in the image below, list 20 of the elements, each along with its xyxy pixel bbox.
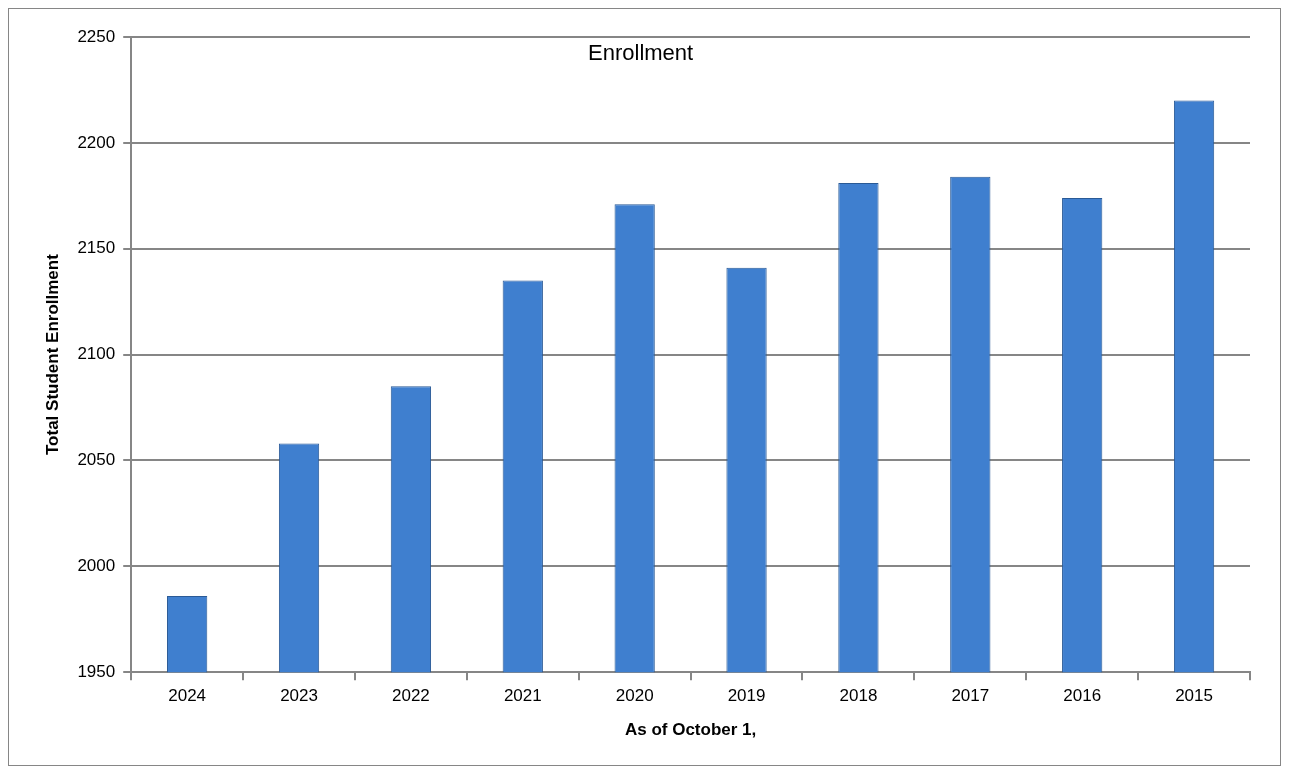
y-tick-label: 2250 [77, 26, 116, 46]
x-tick-label: 2022 [392, 686, 430, 706]
x-tick-label: 2016 [1063, 686, 1102, 706]
x-tick-label: 2023 [280, 686, 318, 706]
chart-title: Enrollment [588, 40, 694, 66]
x-tick-label: 2020 [615, 686, 654, 706]
y-tick-label: 2050 [77, 450, 116, 470]
y-tick-label: 2100 [77, 344, 116, 364]
x-tick-label: 2017 [951, 686, 990, 706]
y-tick-label: 2150 [77, 238, 116, 258]
y-tick-label: 1950 [77, 661, 116, 681]
x-tick-label: 2024 [168, 686, 207, 706]
x-tick-label: 2015 [1175, 686, 1213, 706]
x-tick-label: 2019 [727, 686, 766, 706]
y-tick-label: 2200 [77, 132, 116, 152]
x-axis-title: As of October 1, [624, 720, 757, 740]
x-tick-label: 2021 [503, 686, 542, 706]
y-axis-title: Total Student Enrollment [42, 253, 62, 456]
x-tick-label: 2018 [839, 686, 878, 706]
y-tick-label: 2000 [77, 556, 116, 576]
